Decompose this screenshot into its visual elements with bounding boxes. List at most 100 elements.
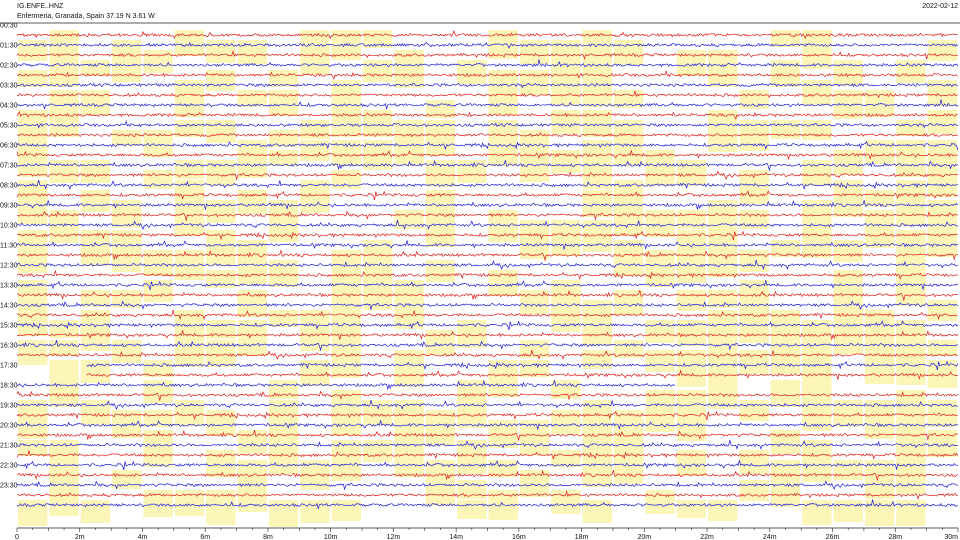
highlight-box [49,380,79,407]
highlight-box [49,30,79,53]
highlight-box [174,340,205,367]
highlight-box [425,260,456,282]
trace-line [16,460,958,471]
trace-line [16,289,958,302]
highlight-box [143,280,173,302]
highlight-box [645,350,675,372]
trace-line [16,180,958,190]
trace-line [16,29,958,40]
trace-line [16,190,958,201]
highlight-box [425,190,456,210]
highlight-box [457,480,487,499]
highlight-box [394,450,424,477]
highlight-box [488,140,518,166]
highlight-box [613,460,644,484]
highlight-box [833,330,863,354]
highlight-box [582,170,612,189]
trace-line [16,469,959,482]
trace-line [16,230,958,241]
trace-line [16,420,958,430]
highlight-box [112,250,142,272]
row-time-label: 21:30 [0,443,18,450]
highlight-box [676,400,707,420]
row-time-label: 12:30 [0,263,18,270]
highlight-box [206,410,236,436]
row-time-label: 13:30 [0,283,18,290]
trace-line [16,390,959,402]
row-time-label: 00:30 [0,23,18,30]
highlight-box [770,70,801,87]
highlight-box [864,230,895,248]
highlight-box [457,450,487,474]
highlight-box [112,40,142,62]
highlight-box [896,280,926,306]
highlight-box [80,360,111,383]
highlight-box [833,100,863,119]
highlight-box [206,320,236,339]
highlight-box [613,40,644,65]
highlight-box [613,150,644,166]
highlight-box [896,390,926,410]
highlight-box [174,190,205,212]
row-time-label: 01:30 [0,43,18,50]
highlight-box [802,80,832,105]
x-tick-label: 12m [387,534,401,540]
highlight-box [833,150,863,175]
trace-line [16,480,958,491]
row-time-label: 17:30 [0,363,18,370]
highlight-box [551,380,581,399]
highlight-box [582,500,612,523]
x-tick-label: 22m [700,534,714,540]
highlight-box [18,40,48,61]
highlight-box [18,180,48,203]
highlight-box [676,330,707,346]
highlight-box [927,230,957,257]
highlight-box [394,430,424,451]
trace-line [16,400,958,411]
row-time-label: 16:30 [0,343,18,350]
highlight-box [363,440,393,462]
row-labels: 00:30 01:30 02:30 03:30 04:30 05:30 06:30 07:30… [0,23,18,490]
highlight-box [896,500,926,526]
highlight-box [331,120,362,137]
highlight-box [488,90,518,115]
highlight-box [425,460,456,482]
highlight-box [18,200,48,224]
highlight-box [143,380,173,403]
row-time-label: 07:30 [0,163,18,170]
highlight-box [457,160,487,183]
highlight-box [18,310,48,336]
highlight-box [18,440,48,456]
highlight-box [174,260,205,280]
highlight-box [425,100,456,118]
x-tick-label: 16m [512,534,526,540]
highlight-box [18,420,48,439]
highlight-box [112,290,142,308]
highlight-box [896,140,926,163]
trace-line [16,450,959,460]
trace-line [16,170,959,181]
highlight-box [300,140,330,161]
trace-line [16,99,959,110]
highlight-box [739,400,769,421]
trace-line [16,379,675,391]
highlight-box [896,230,926,251]
highlight-box [802,350,832,373]
highlight-box [645,490,675,514]
row-time-label: 06:30 [0,143,18,150]
row-time-label: 11:30 [0,243,17,250]
highlight-box [802,120,832,140]
row-time-label: 14:30 [0,303,18,310]
trace-line [16,41,959,49]
highlight-box [676,420,707,441]
highlight-box [268,150,299,166]
highlight-box [206,70,236,91]
highlight-box [363,240,393,263]
highlight-box [864,360,895,384]
highlight-box [425,170,456,187]
highlight-box [708,500,738,521]
highlight-box [49,490,79,516]
highlight-box [237,300,267,317]
highlight-box [237,190,267,214]
highlight-box [833,240,863,262]
